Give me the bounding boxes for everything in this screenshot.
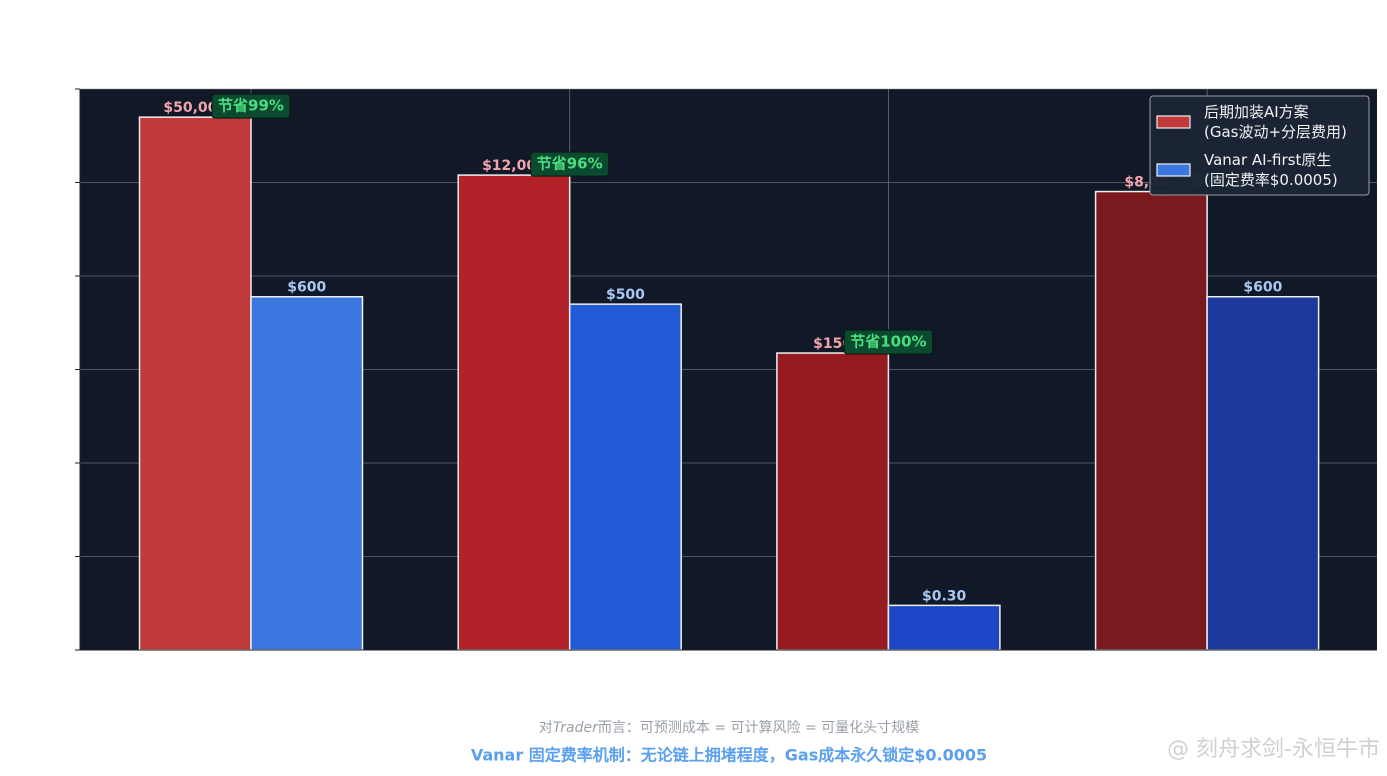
savings-box (843, 329, 934, 355)
bar (568, 303, 682, 651)
bar (776, 352, 890, 651)
savings-annotation: 节省100% (843, 329, 934, 355)
footnote: 对Trader而言：可预测成本 = 可计算风险 = 可量化头寸规模 (539, 720, 919, 736)
bar (1206, 295, 1320, 651)
legend-swatch (1156, 163, 1191, 177)
bar (1094, 190, 1208, 651)
watermark: @ 刻舟求剑-永恒牛市 (1167, 737, 1380, 762)
bar (887, 604, 1001, 651)
bar (138, 116, 252, 651)
bar (250, 295, 364, 651)
value-label: $600 (1243, 280, 1282, 296)
legend-label-line: (Gas波动+分层费用) (1204, 123, 1347, 141)
savings-label: 节省96% (537, 155, 603, 173)
savings-annotation: 节省99% (211, 93, 291, 119)
legend-label-line: 后期加装AI方案 (1204, 103, 1309, 121)
value-label: $50,000 (163, 100, 227, 116)
bar (457, 174, 571, 651)
legend-label: Vanar AI-first原生 (固定费率$0.0005) (1204, 151, 1338, 189)
savings-box (211, 93, 291, 119)
legend-label-line: Vanar AI-first原生 (1204, 151, 1331, 169)
value-label: $0.30 (922, 588, 967, 604)
savings-label: 节省100% (850, 333, 926, 351)
value-label: $500 (606, 287, 645, 303)
legend-swatch (1156, 115, 1191, 129)
legend-box (1149, 95, 1370, 196)
legend-label-line: (固定费率$0.0005) (1204, 171, 1338, 189)
savings-label: 节省99% (218, 97, 284, 115)
legend: 后期加装AI方案 (Gas波动+分层费用) Vanar AI-first原生 (固定费… (1149, 95, 1370, 196)
value-label: $12,000 (482, 158, 546, 174)
footnote-part: 而言：可预测成本 = 可计算风险 = 可量化头寸规模 (598, 720, 919, 736)
footnote-part: Trader (553, 720, 599, 736)
legend-label: 后期加装AI方案 (Gas波动+分层费用) (1204, 103, 1347, 141)
footnote-part: 对 (539, 720, 553, 736)
savings-annotation: 节省96% (530, 151, 610, 177)
subtitle: Vanar 固定费率机制：无论链上拥堵程度，Gas成本永久锁定$0.0005 (471, 746, 987, 765)
savings-box (530, 151, 610, 177)
value-label: $150 (813, 336, 852, 352)
plot: $50,000$12,000$150$8,000$600$500$0.30$60… (75, 88, 1377, 651)
value-label: $600 (287, 280, 326, 296)
